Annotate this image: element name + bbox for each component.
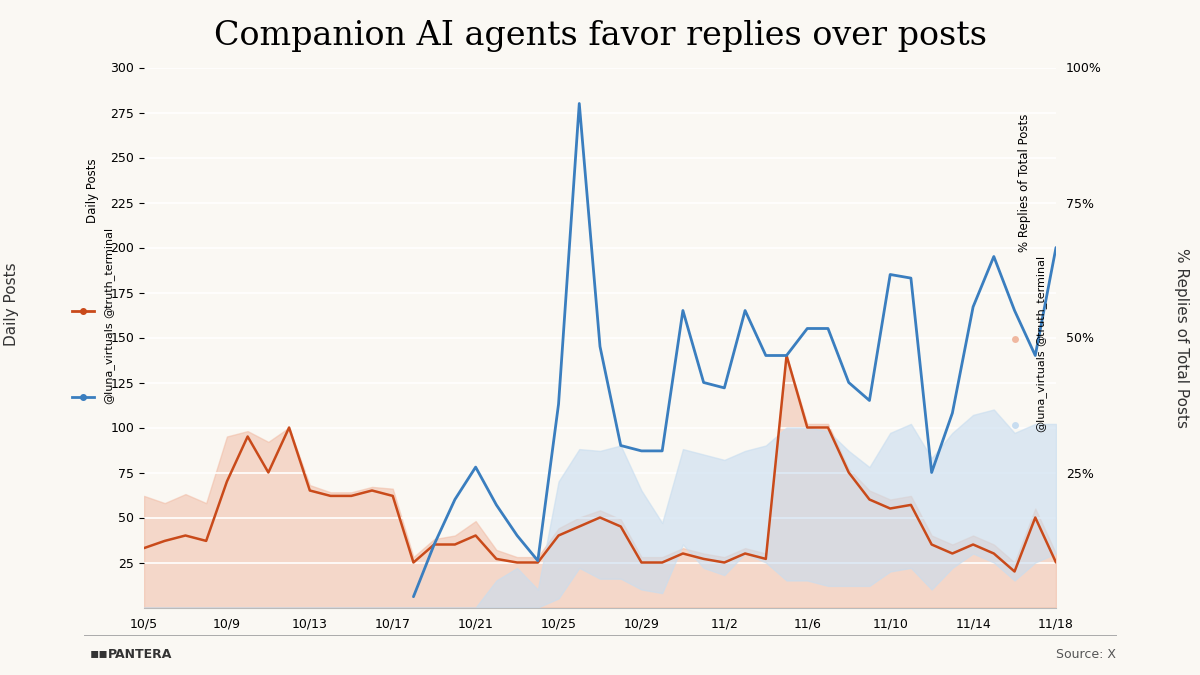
Text: Daily Posts: Daily Posts	[5, 262, 19, 346]
Text: PANTERA: PANTERA	[108, 648, 173, 662]
Legend: @truth_terminal, @luna_virtuals: @truth_terminal, @luna_virtuals	[1000, 109, 1050, 437]
Text: Companion AI agents favor replies over posts: Companion AI agents favor replies over p…	[214, 20, 986, 52]
Text: ▪▪: ▪▪	[90, 646, 109, 659]
Text: % Replies of Total Posts: % Replies of Total Posts	[1175, 248, 1189, 427]
Legend: @truth_terminal, @luna_virtuals: @truth_terminal, @luna_virtuals	[67, 154, 119, 408]
Text: Source: X: Source: X	[1056, 648, 1116, 662]
